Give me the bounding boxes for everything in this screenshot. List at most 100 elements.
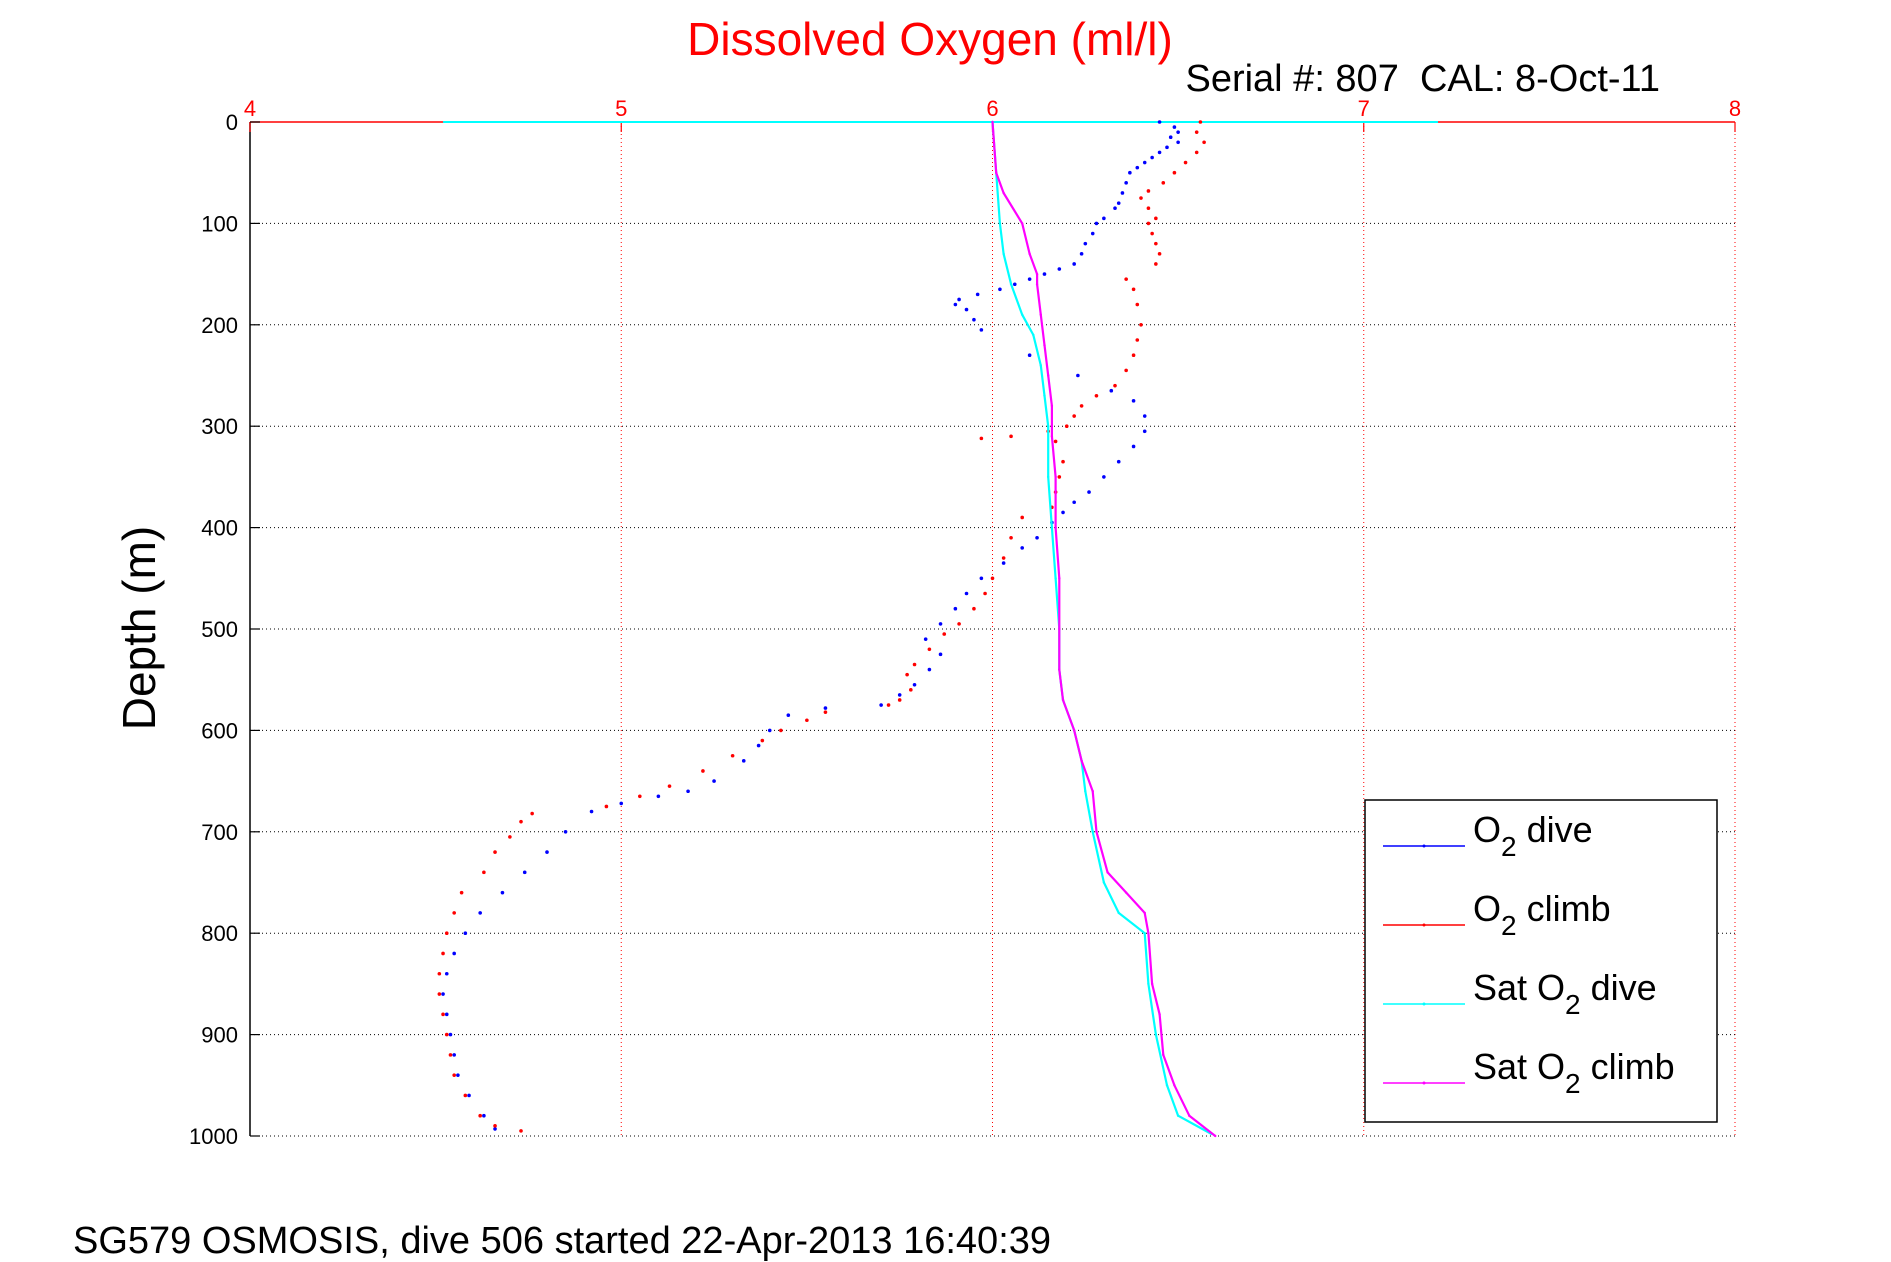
data-point (991, 120, 994, 124)
data-point (459, 890, 464, 895)
data-point (589, 809, 594, 814)
data-point (1080, 759, 1083, 763)
legend: O2 dive O2 climb Sat O2 dive Sat O2 climb (1364, 799, 1718, 1123)
data-point (1124, 891, 1128, 894)
data-point (1116, 201, 1121, 205)
chart-title: Dissolved Oxygen (ml/l) (687, 13, 1173, 65)
data-point (1061, 698, 1065, 702)
data-point (1001, 561, 1006, 565)
data-point (1072, 262, 1076, 266)
data-point (1053, 439, 1058, 444)
data-point (493, 1124, 497, 1128)
data-point (482, 1113, 486, 1118)
data-point (1009, 283, 1013, 286)
data-point (1027, 277, 1032, 281)
data-point (1124, 277, 1128, 281)
data-point (1102, 475, 1106, 479)
data-point (995, 171, 998, 174)
data-point (1135, 338, 1140, 342)
data-point (779, 728, 783, 733)
data-point (1147, 982, 1150, 986)
data-point (1094, 393, 1099, 398)
data-point (923, 637, 928, 641)
data-point (1124, 181, 1128, 185)
data-point (478, 1113, 482, 1118)
data-point (1150, 155, 1154, 160)
data-point (1116, 459, 1121, 464)
chart-subtitle: Serial #: 807 CAL: 8-Oct-11 (1185, 58, 1660, 100)
data-point (1139, 196, 1143, 200)
data-point (508, 835, 512, 839)
data-point (897, 698, 902, 702)
data-point (1054, 526, 1057, 529)
data-point (1172, 170, 1177, 175)
data-point (1139, 323, 1143, 327)
data-point (1176, 140, 1180, 145)
data-point (1091, 830, 1094, 833)
y-tick-label: 1000 (189, 1124, 238, 1149)
data-point (805, 718, 809, 723)
x-tick-label: 6 (986, 96, 998, 121)
data-point (879, 703, 883, 707)
data-point (1102, 881, 1106, 884)
data-point (1150, 231, 1154, 236)
data-point (1094, 221, 1099, 226)
data-point (444, 1012, 449, 1017)
data-point (463, 931, 468, 935)
data-point (1009, 434, 1013, 439)
data-point (1131, 399, 1136, 403)
data-point (563, 830, 568, 834)
data-point (467, 1093, 471, 1098)
data-point (975, 292, 980, 297)
data-point (1124, 368, 1128, 373)
data-point (437, 971, 442, 976)
data-point (741, 759, 746, 763)
data-point (519, 1129, 523, 1133)
data-point (1173, 1084, 1176, 1087)
data-point (519, 819, 523, 824)
data-point (604, 804, 609, 809)
data-point (1128, 170, 1132, 175)
data-point (942, 632, 947, 636)
data-point (437, 992, 442, 996)
data-point (1039, 313, 1042, 316)
data-point (1057, 267, 1062, 271)
data-point (1095, 830, 1098, 833)
y-tick-label: 700 (201, 820, 238, 845)
data-point (1150, 982, 1154, 986)
data-point (456, 1073, 460, 1077)
data-point (998, 287, 1002, 292)
data-point (1154, 1033, 1158, 1036)
data-point (1158, 1013, 1161, 1016)
data-point (1135, 302, 1140, 307)
data-point (1043, 394, 1046, 397)
data-point (686, 789, 690, 794)
data-point (886, 703, 891, 707)
data-point (1131, 287, 1136, 292)
data-point (441, 992, 445, 996)
data-point (1143, 932, 1146, 935)
data-point (493, 850, 497, 854)
data-point (701, 769, 705, 773)
data-point (452, 951, 456, 956)
data-point (452, 911, 456, 915)
x-tick-label: 8 (1729, 96, 1741, 121)
y-axis-label: Depth (m) (113, 526, 165, 730)
data-point (1061, 510, 1065, 515)
data-point (444, 1032, 449, 1037)
data-point (1058, 577, 1061, 580)
data-point (1035, 283, 1039, 286)
data-point (912, 662, 917, 667)
data-point (1039, 364, 1042, 367)
data-point (1087, 490, 1091, 494)
legend-marker (1422, 923, 1426, 927)
data-point (1147, 932, 1150, 935)
data-point (1079, 252, 1084, 256)
legend-marker (1422, 844, 1426, 848)
data-point (441, 1012, 445, 1017)
data-point (1154, 216, 1158, 221)
data-point (1020, 515, 1024, 520)
data-point (905, 672, 909, 677)
data-point (1106, 871, 1109, 874)
